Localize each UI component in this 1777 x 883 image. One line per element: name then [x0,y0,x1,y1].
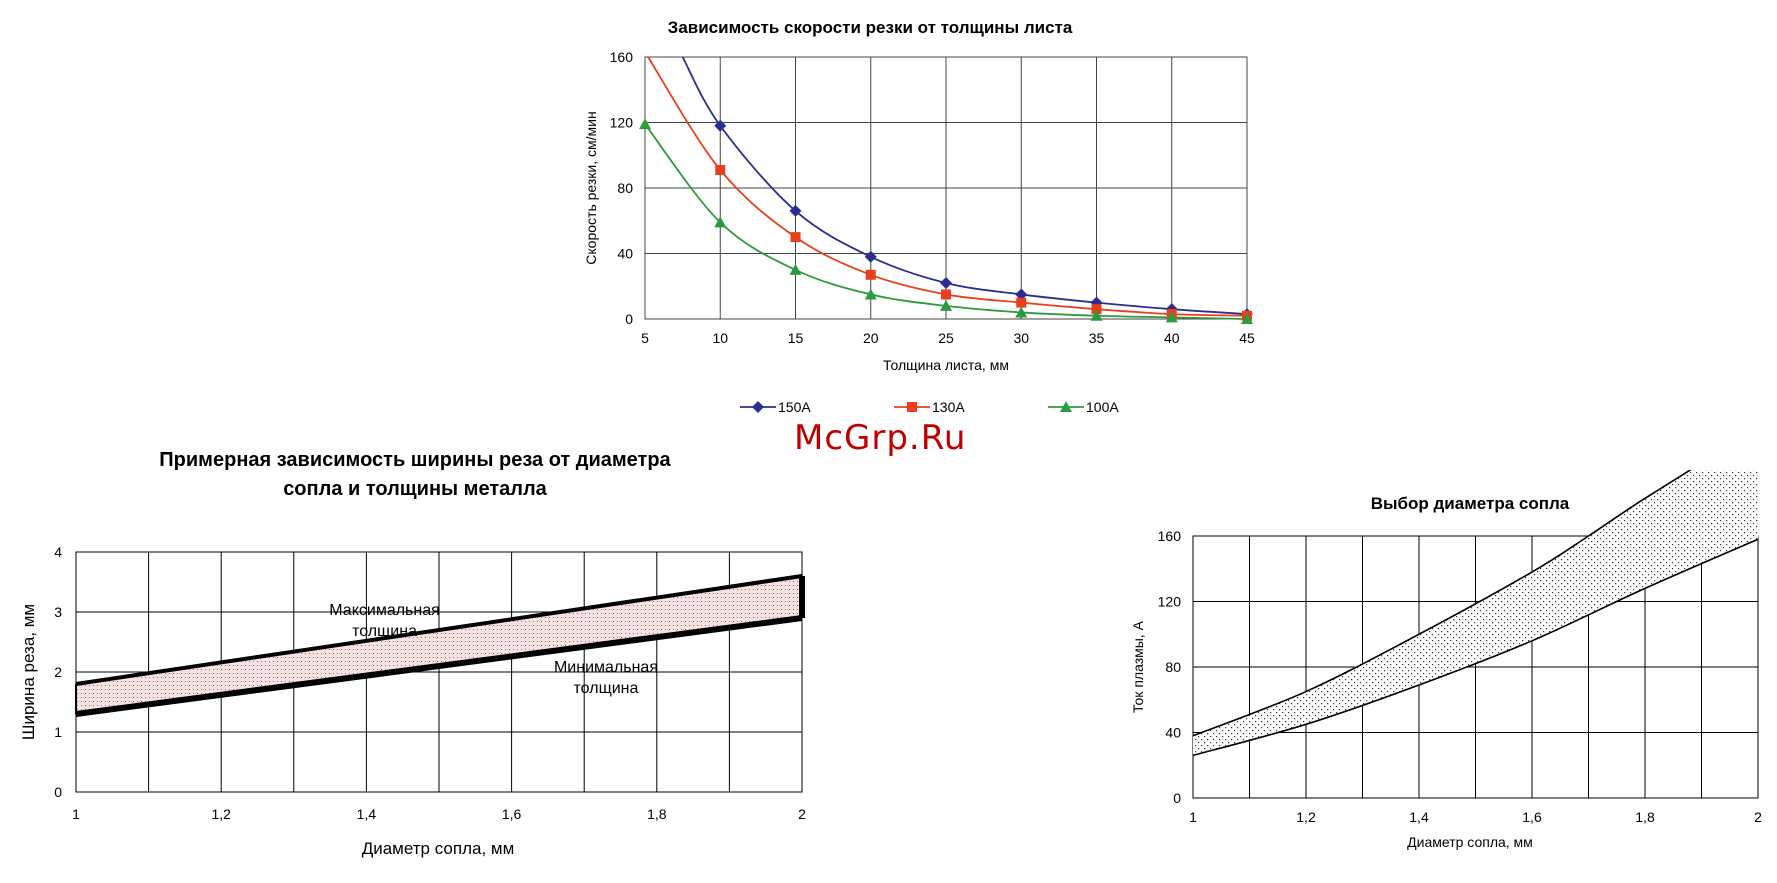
chart1-point-150A [1015,288,1028,301]
chart2-y-tick-label: 3 [54,604,62,620]
chart2-y-tick-label: 2 [54,664,62,680]
chart1-x-tick-label: 5 [641,330,649,346]
chart3-x-tick-label: 1 [1189,809,1197,825]
chart2-min-thickness-line [75,615,803,717]
chart2-annotation-0: толщина [352,623,417,640]
chart3-y-tick-label: 120 [1158,594,1182,610]
chart2-y-tick-label: 0 [54,784,62,800]
chart2-annotation-1: Минимальная [554,659,658,676]
chart3-x-tick-label: 1,8 [1635,809,1655,825]
chart1-point-150A [940,276,952,289]
chart2-band-fill [76,576,802,714]
chart1-point-100A [789,263,802,275]
chart1-point-130A [790,232,801,243]
chart3-upper-boundary [1192,470,1692,737]
chart1-point-130A [1016,297,1027,308]
chart3-y-axis-label: Ток плазмы, А [1130,620,1146,713]
chart1-y-tick-label: 0 [625,311,633,327]
chart1-point-130A [865,269,876,280]
chart3: 1 1,2 1,4 1,6 1,8 2 0 40 80 120 160 Диаметр сопла, … [1130,470,1762,850]
chart2-x-tick-label: 1,2 [211,806,231,822]
chart1-y-tick-label: 80 [617,180,633,196]
chart1-legend-marker-150A [752,401,764,413]
chart1-point-130A [715,164,726,175]
chart1-point-100A [864,288,877,300]
chart1-point-100A [1090,309,1103,321]
watermark-text: McGrp.Ru [794,418,967,458]
chart3-y-tick-label: 80 [1165,659,1181,675]
chart3-x-tick-label: 1,4 [1409,809,1429,825]
chart1-x-tick-label: 10 [712,330,728,346]
chart2-title-line-1: Примерная зависимость ширины реза от диа… [159,449,671,471]
chart3-lower-boundary [1192,538,1759,757]
chart1-point-100A [714,216,727,228]
chart1-x-tick-label: 15 [788,330,804,346]
chart2-annotation-1: толщина [574,680,639,697]
chart1-y-axis-label: Скорость резки, см/мин [583,111,599,264]
chart1-x-tick-label: 45 [1239,330,1255,346]
chart3-y-tick-label: 0 [1173,790,1181,806]
chart2-max-thickness-line [75,574,803,686]
chart1-point-100A [1241,313,1253,324]
chart1-x-tick-label: 30 [1013,330,1029,346]
chart2-x-tick-label: 1,8 [647,806,667,822]
chart1-x-tick-label: 25 [938,330,954,346]
chart3-y-tick-label: 40 [1165,725,1181,741]
chart1-x-tick-label: 35 [1089,330,1105,346]
chart1-point-100A [1165,311,1178,323]
chart1-legend-label-150A: 150A [778,399,811,415]
chart1-point-130A [1091,304,1102,315]
chart1-legend-label-100A: 100A [1086,399,1119,415]
chart1: 5 10 15 20 25 30 35 40 45 0 40 80 120 160 Толщина лист… [583,49,1255,415]
chart2-title: Примерная зависимость ширины реза от диа… [70,446,760,504]
chart1-y-tick-label: 120 [610,115,634,131]
chart3-x-tick-label: 2 [1754,809,1762,825]
chart2-y-tick-label: 4 [54,544,62,560]
chart3-band-group [1192,470,1759,757]
chart2-x-tick-label: 1,6 [502,806,522,822]
chart3-y-tick-label: 160 [1158,528,1182,544]
chart3-title: Выбор диаметра сопла [1370,494,1570,513]
chart2-annotation-0: Максимальная [329,602,440,619]
chart1-point-130A [941,289,951,300]
chart1-point-150A [789,204,802,217]
chart1-y-tick-label: 40 [617,246,633,262]
chart2-x-tick-label: 1,4 [357,806,377,822]
chart1-x-axis-label: Толщина листа, мм [883,357,1009,373]
chart2-x-tick-label: 1 [72,806,80,822]
chart2-y-tick-label: 1 [54,724,62,740]
chart1-x-tick-label: 20 [863,330,879,346]
chart1-point-100A [1015,306,1028,318]
chart1-point-100A [639,118,651,130]
chart3-x-tick-label: 1,2 [1296,809,1316,825]
chart1-legend-marker-130A [907,402,917,412]
chart1-point-150A [714,119,727,132]
chart1-legend-marker-100A [1060,401,1072,412]
chart1-x-tick-label: 40 [1164,330,1180,346]
chart1-legend-label-130A: 130A [932,399,965,415]
chart2-x-tick-label: 2 [798,806,806,822]
chart3-band-fill [1193,470,1758,756]
chart1-y-tick-label: 160 [610,49,634,65]
chart3-x-tick-label: 1,6 [1522,809,1542,825]
chart2-y-axis-label: Ширина реза, мм [19,604,38,740]
chart1-point-100A [940,299,952,311]
chart1-point-150A [864,250,877,263]
chart1-title: Зависимость скорости резки от толщины ли… [667,18,1073,37]
chart3-x-axis-label: Диаметр сопла, мм [1407,834,1533,850]
chart2-title-line-2: сопла и толщины металла [283,478,547,500]
chart2-x-axis-label: Диаметр сопла, мм [362,839,515,858]
chart1-series-line-130A [647,56,1248,317]
